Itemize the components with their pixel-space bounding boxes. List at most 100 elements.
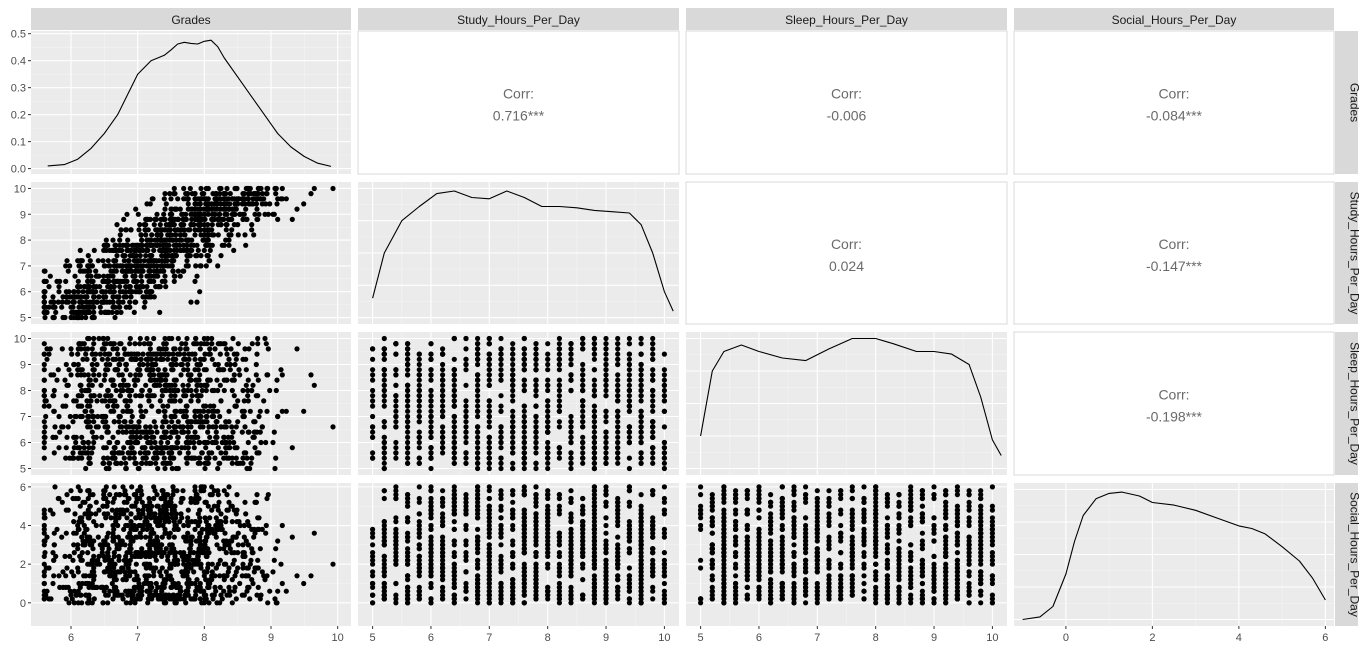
scatter-point (86, 593, 91, 598)
scatter-point (627, 398, 632, 403)
scatter-point (117, 284, 122, 289)
scatter-point (167, 191, 172, 196)
scatter-point (138, 274, 143, 279)
scatter-point (88, 258, 93, 263)
scatter-point (70, 305, 75, 310)
scatter-point (186, 357, 191, 362)
scatter-point (172, 414, 177, 419)
scatter-point (148, 461, 153, 466)
scatter-point (417, 419, 422, 424)
scatter-point (258, 430, 263, 435)
scatter-point (198, 550, 203, 555)
scatter-point (510, 435, 515, 440)
scatter-point (211, 404, 216, 409)
scatter-point (151, 484, 156, 489)
scatter-point (280, 581, 285, 586)
scatter-point (158, 238, 163, 243)
scatter-point (615, 372, 620, 377)
scatter-point (128, 263, 133, 268)
scatter-point (99, 435, 104, 440)
scatter-point (168, 227, 173, 232)
scatter-point (206, 585, 211, 590)
scatter-point (63, 263, 68, 268)
scatter-point (85, 263, 90, 268)
scatter-point (228, 191, 233, 196)
scatter-point (126, 258, 131, 263)
scatter-point (96, 372, 101, 377)
scatter-point (235, 550, 240, 555)
scatter-point (263, 440, 268, 445)
scatter-point (252, 531, 257, 536)
scatter-point (615, 346, 620, 351)
scatter-point (242, 346, 247, 351)
scatter-point (56, 284, 61, 289)
scatter-point (198, 596, 203, 601)
scatter-point (59, 535, 64, 540)
scatter-point (42, 393, 47, 398)
scatter-point (104, 362, 109, 367)
scatter-point (205, 336, 210, 341)
scatter-point (475, 346, 480, 351)
scatter-point (107, 398, 112, 403)
scatter-point (238, 212, 243, 217)
scatter-point (522, 430, 527, 435)
scatter-point (123, 523, 128, 528)
scatter-point (370, 430, 375, 435)
scatter-point (160, 565, 165, 570)
scatter-point (115, 440, 120, 445)
scatter-point (120, 484, 125, 489)
scatter-point (545, 341, 550, 346)
scatter-point (240, 550, 245, 555)
scatter-point (405, 398, 410, 403)
scatter-point (452, 430, 457, 435)
scatter-point (133, 207, 138, 212)
scatter-point (639, 424, 644, 429)
scatter-point (463, 409, 468, 414)
scatter-point (557, 424, 562, 429)
scatter-point (132, 274, 137, 279)
scatter-point (100, 550, 105, 555)
scatter-point (592, 430, 597, 435)
scatter-point (94, 300, 99, 305)
scatter-point (662, 372, 667, 377)
scatter-point (68, 346, 73, 351)
scatter-point (627, 388, 632, 393)
scatter-point (280, 186, 285, 191)
scatter-point (405, 419, 410, 424)
scatter-point (198, 263, 203, 268)
scatter-point (51, 409, 56, 414)
scatter-point (242, 593, 247, 598)
scatter-point (382, 445, 387, 450)
scatter-point (154, 430, 159, 435)
scatter-point (151, 279, 156, 284)
scatter-point (90, 383, 95, 388)
scatter-point (127, 305, 132, 310)
scatter-point (90, 315, 95, 320)
scatter-point (440, 414, 445, 419)
scatter-point (200, 450, 205, 455)
scatter-point (198, 253, 203, 258)
scatter-point (264, 523, 269, 528)
scatter-point (138, 450, 143, 455)
scatter-point (89, 409, 94, 414)
scatter-point (209, 450, 214, 455)
scatter-point (139, 279, 144, 284)
scatter-point (592, 456, 597, 461)
scatter-point (143, 383, 148, 388)
scatter-point (149, 362, 154, 367)
scatter-point (52, 315, 57, 320)
scatter-point (475, 336, 480, 341)
scatter-point (161, 269, 166, 274)
scatter-point (650, 398, 655, 403)
scatter-point (162, 519, 167, 524)
scatter-point (217, 546, 222, 551)
scatter-point (149, 404, 154, 409)
scatter-point (75, 523, 80, 528)
scatter-point (218, 450, 223, 455)
scatter-point (382, 367, 387, 372)
scatter-point (240, 201, 245, 206)
scatter-point (615, 388, 620, 393)
scatter-point (138, 336, 143, 341)
scatter-point (92, 248, 97, 253)
scatter-point (181, 243, 186, 248)
